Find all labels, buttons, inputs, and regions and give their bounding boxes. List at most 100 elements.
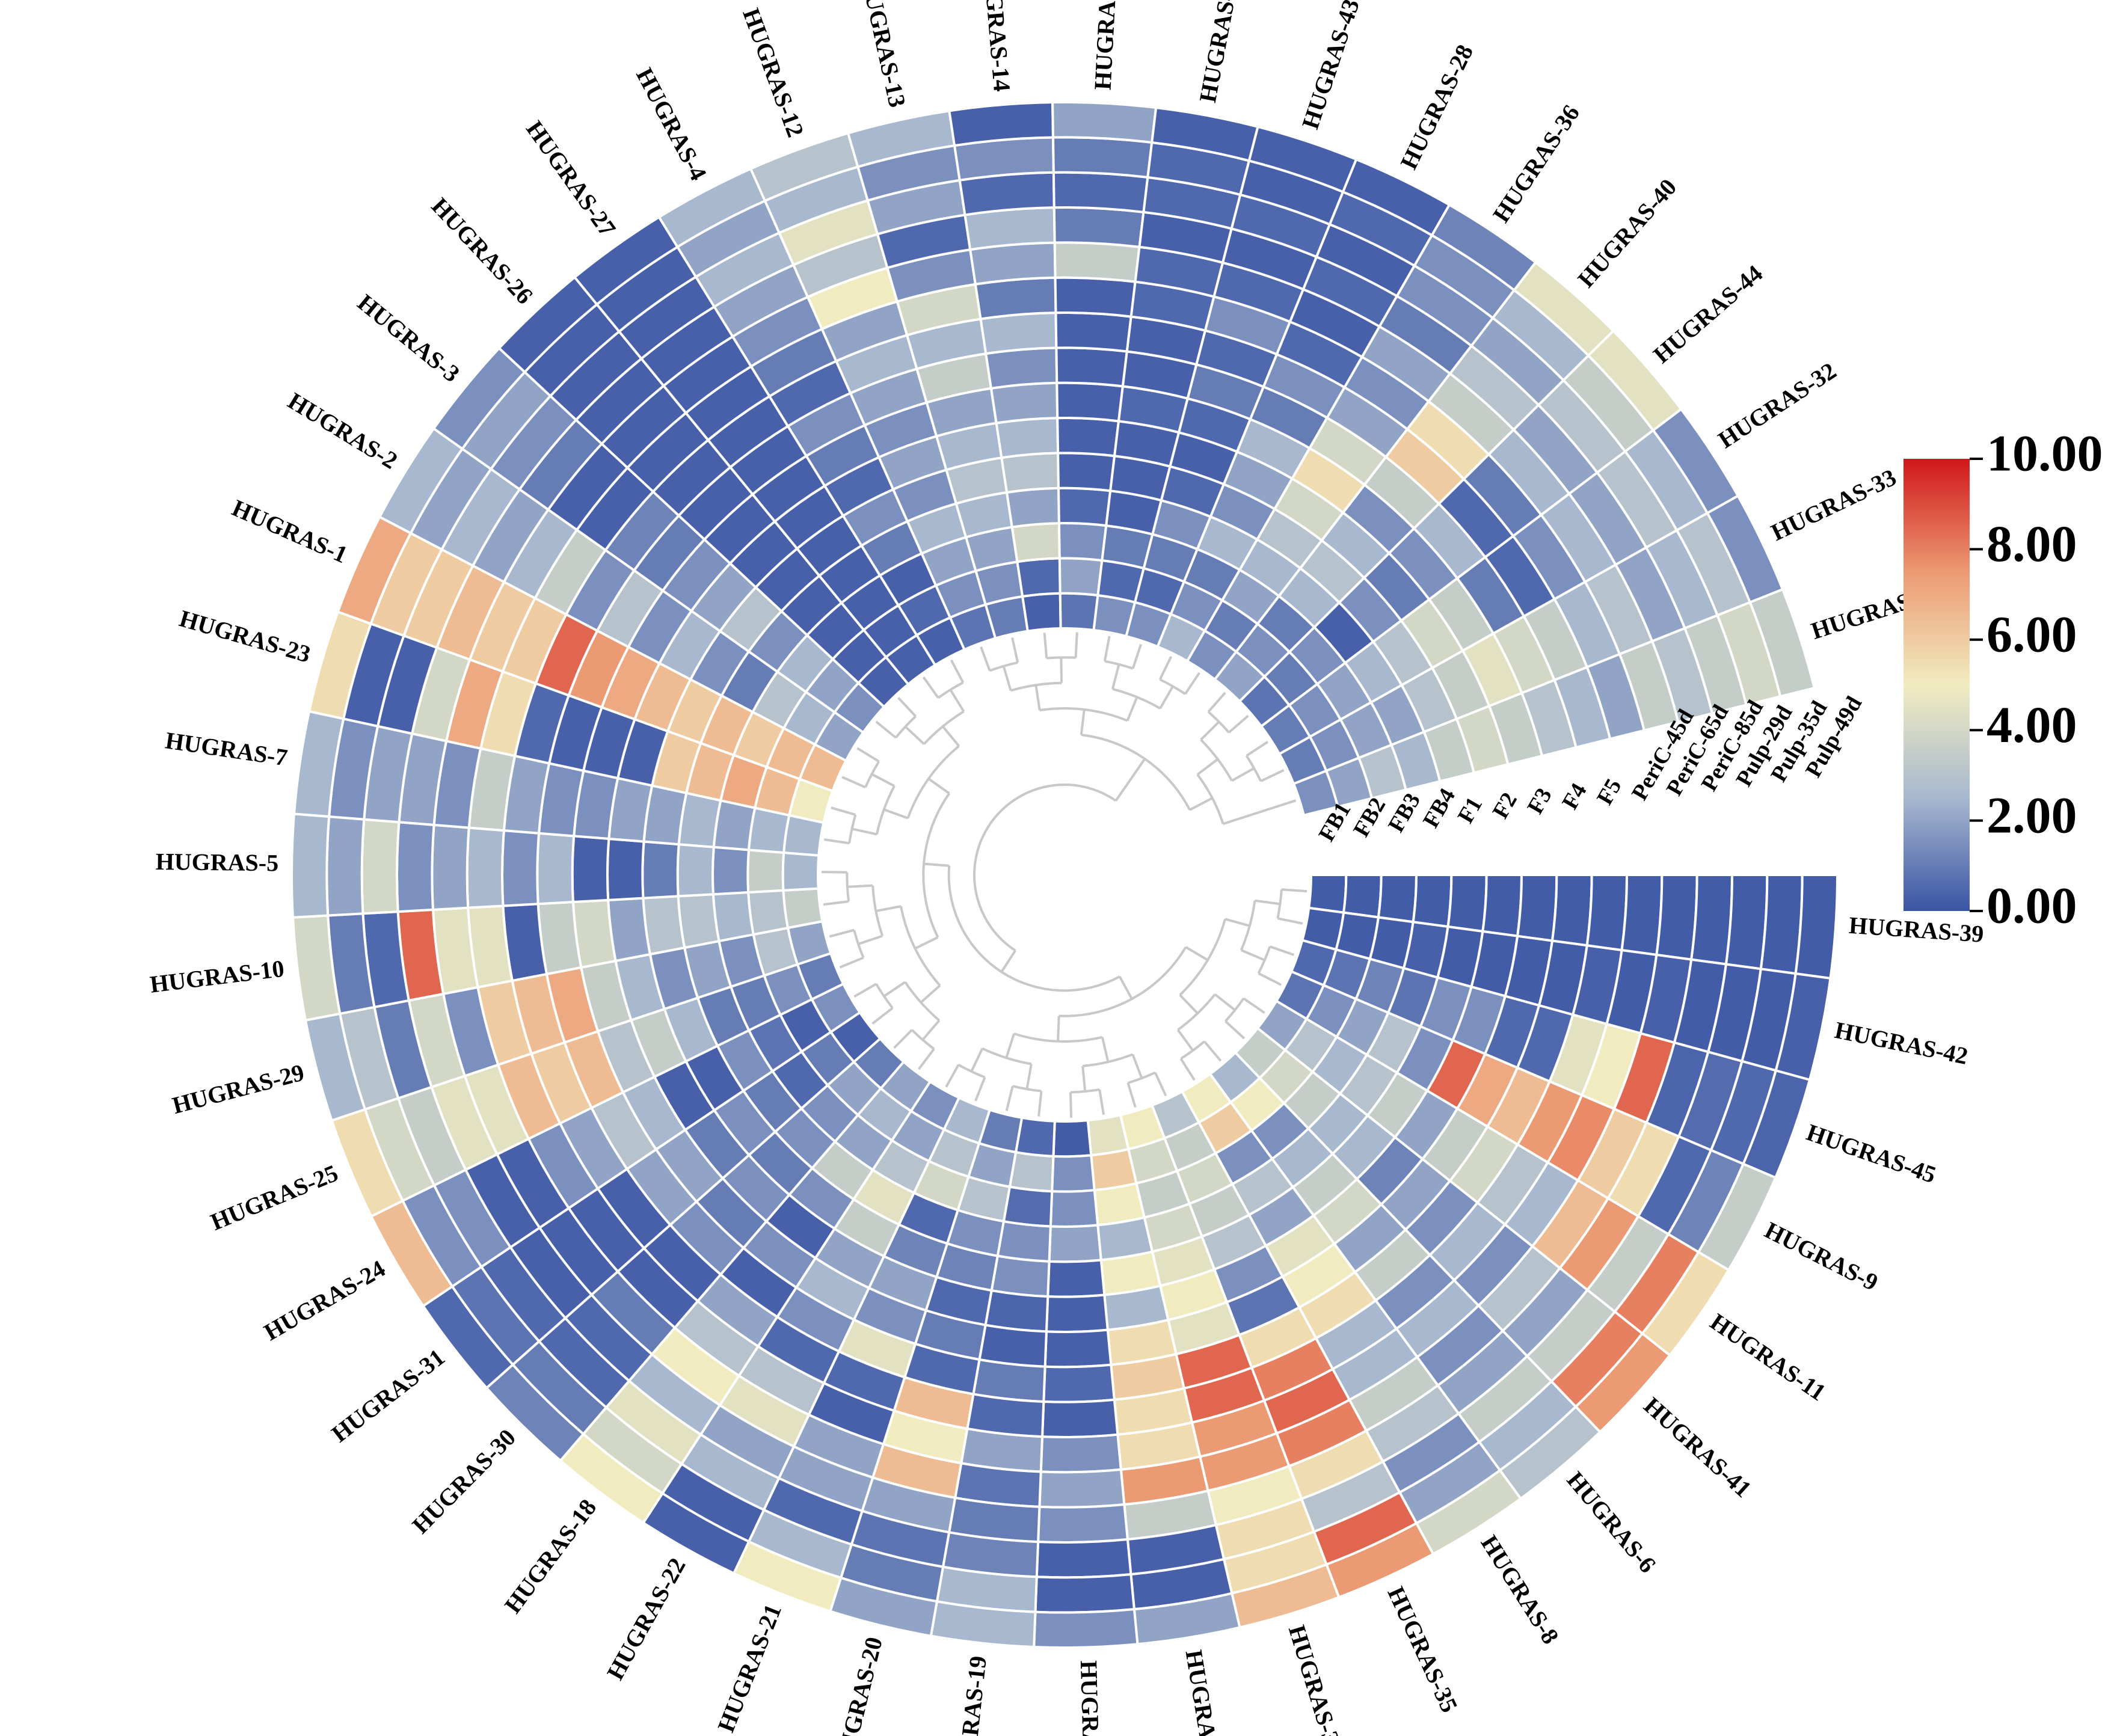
heatmap-cell [1042,1363,1116,1403]
dendrogram-branch [1111,664,1120,690]
dendrogram-branch [1043,633,1048,658]
dendrogram-branch [1223,799,1297,826]
dendrogram-branch [1228,714,1249,734]
heatmap-cell [1052,171,1149,214]
heatmap-cell [1048,1224,1102,1263]
dendrogram-branch [853,983,877,998]
track-label: F3 [1522,784,1556,818]
dendrogram-branch [974,1076,986,1102]
dendrogram-branch [914,936,939,950]
dendrogram-branch [942,725,960,747]
heatmap-cell [1035,1538,1132,1579]
dendrogram-branch [897,697,917,717]
heatmap-cell [1055,346,1129,388]
dendrogram-branch [1196,758,1219,776]
heatmap-cell [1057,522,1108,562]
dendrogram-branch [839,956,864,969]
heatmap-cell [1021,592,1062,633]
track-label: F2 [1488,788,1522,823]
dendrogram-branch [1260,769,1285,782]
gene-label: HUGRAS-34 [1283,1622,1349,1736]
heatmap-cell [1794,874,1839,980]
gene-label: HUGRAS-25 [207,1159,342,1236]
dendrogram-branch [1118,976,1133,1000]
heatmap-cell [1620,874,1664,957]
heatmap-cell [1307,874,1348,914]
heatmap-cell [676,842,715,898]
heatmap-cell [1002,1185,1054,1228]
heatmap-cell [1053,241,1141,283]
dendrogram-branch [1057,1016,1060,1041]
heatmap-cell [1010,522,1061,563]
colorbar-tick-label: 2.00 [1986,786,2077,844]
gene-label: HUGRAS-3 [352,289,465,387]
dendrogram-branch [871,1007,894,1025]
heatmap-cell [501,829,541,907]
dendrogram-branch [1241,949,1265,962]
heatmap-cell [1759,874,1804,975]
dendrogram-branch [945,1064,960,1088]
dendrogram-branch [1269,945,1295,956]
gene-label: HUGRAS-1 [228,494,351,569]
heatmap-cell [431,823,470,911]
dendrogram-branch [883,981,906,998]
dendrogram-branch [1159,686,1174,710]
heatmap-cell [325,815,366,917]
dendrogram-branch [980,646,991,672]
dendrogram-branch [1258,972,1282,986]
heatmap-cell [782,887,824,930]
gene-label: HUGRAS-27 [521,115,621,241]
heatmap-cell [1051,1154,1096,1193]
gene-label: HUGRAS-19 [950,1655,992,1736]
heatmap-cell [979,311,1058,355]
track-label: F5 [1592,774,1626,809]
track-label: FB3 [1383,789,1425,837]
dendrogram-branch [853,930,865,958]
dendrogram-branch [1000,949,1016,973]
dendrogram-branch [1203,1040,1222,1062]
track-label: FB4 [1418,784,1460,832]
dendrogram-branch [1080,709,1086,735]
heatmap-cell [1000,452,1060,494]
dendrogram-branch [1081,733,1191,811]
heatmap-cell [1058,557,1104,597]
gene-label: HUGRAS-11 [1706,1308,1831,1406]
dendrogram-branch [1025,1064,1033,1090]
heatmap-cell [1059,592,1099,632]
heatmap-cell [1054,311,1132,353]
dendrogram-branch [829,928,855,938]
gene-label: HUGRAS-2 [283,387,402,474]
dendrogram-branch [950,659,965,684]
heatmap-cell [1724,874,1769,971]
heatmap-cell [1033,1608,1139,1649]
dendrogram-branch [1214,993,1236,1011]
heatmap-cell [1051,101,1158,144]
heatmap-cell [1034,1572,1136,1614]
dendrogram-branch [875,720,897,739]
heatmap-cell [1051,136,1154,179]
dendrogram-branch [831,806,856,816]
gene-label: HUGRAS-14 [978,0,1016,93]
colorbar-tick-label: 8.00 [1986,515,2077,572]
heatmap-cell [1045,1293,1110,1333]
dendrogram-branch [1081,1066,1087,1092]
dendrogram-branch [904,981,941,1022]
heatmap-cell [1016,557,1062,598]
dendrogram-branch [856,747,880,763]
dendrogram-branch [1154,1072,1167,1097]
dendrogram-branch [911,1029,935,1050]
dendrogram-branch [1189,797,1213,811]
dendrogram-branch [848,814,857,844]
dendrogram-branch [858,934,883,945]
dendrogram-branch [923,862,950,867]
dendrogram-branch [894,715,917,739]
dendrogram-branch [823,900,849,906]
gene-label: HUGRAS-39 [1848,912,1985,948]
dendrogram-branch [1011,637,1019,663]
heatmap-cell [711,891,755,943]
dendrogram-branch [1185,946,1209,962]
gene-label: HUGRAS-43 [1297,0,1365,132]
gene-label: HUGRAS-33 [1767,464,1900,546]
dendrogram-branch [918,1048,935,1070]
gene-label: HUGRAS-20 [829,1634,888,1736]
